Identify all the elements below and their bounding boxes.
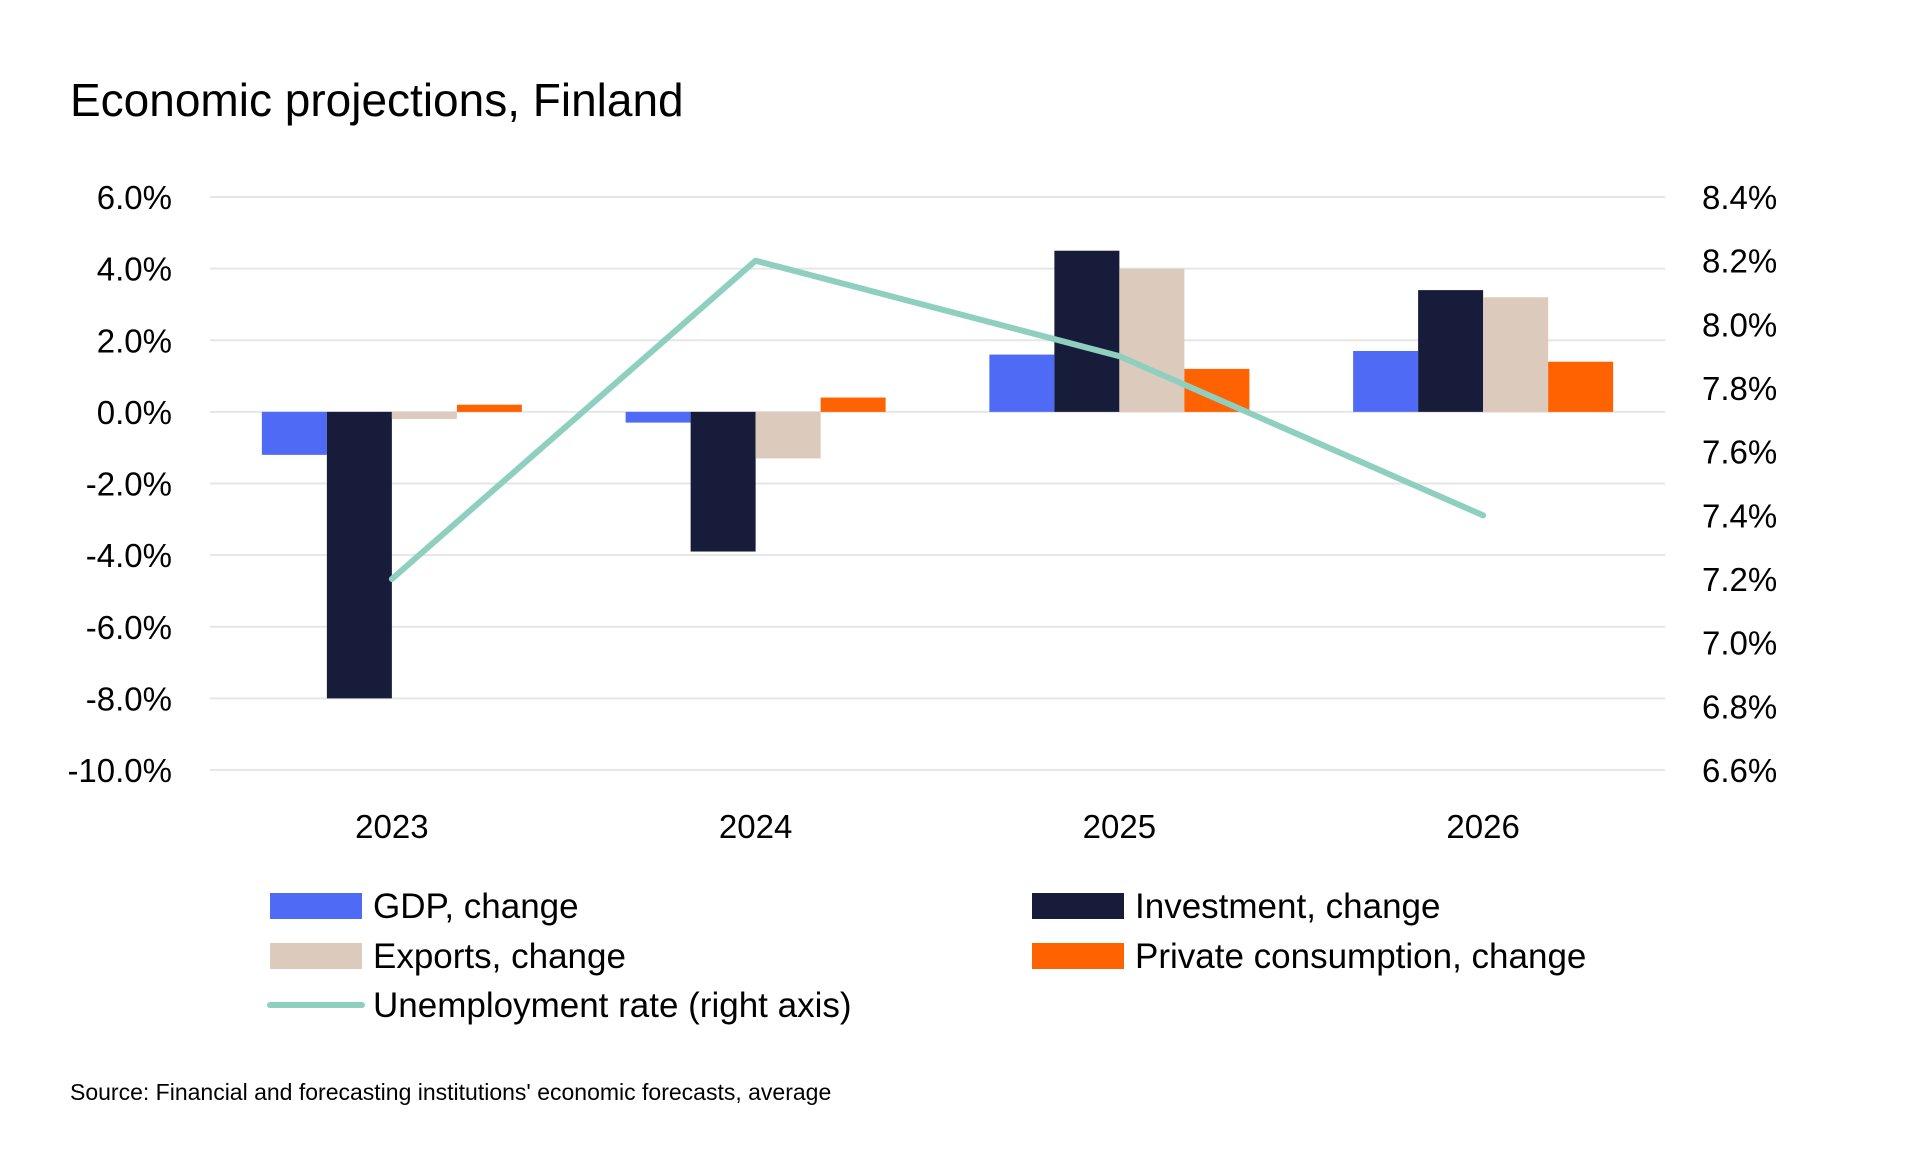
right-axis-tick-label: 6.6% (1702, 752, 1777, 789)
legend-swatch (1032, 943, 1124, 969)
bar-investment-change-2024 (690, 411, 756, 552)
right-axis-tick-label: 7.4% (1702, 497, 1777, 534)
legend-swatch (270, 893, 362, 919)
unemployment-rate-line (388, 257, 1487, 582)
legend-label: Investment, change (1135, 887, 1440, 926)
left-axis-tick-label: -2.0% (86, 466, 172, 503)
x-axis-tick-label: 2026 (1446, 808, 1519, 845)
legend-swatch (270, 943, 362, 969)
x-axis-ticks: 2023 2024 2025 2026 (355, 808, 1520, 845)
legend-item-exports-change: Exports, change (270, 937, 626, 976)
left-axis-ticks: 6.0% 4.0% 2.0% 0.0% -2.0% -4.0% -6.0% -8.0% -10.… (67, 179, 172, 789)
bar-private-consumption-change-2024 (820, 397, 886, 412)
right-axis-tick-label: 8.2% (1702, 243, 1777, 280)
bar-exports-change-2024 (755, 411, 821, 459)
bar-gdp-change-2023 (261, 411, 327, 455)
bar-private-consumption-change-2023 (456, 404, 522, 412)
bar-exports-change-2026 (1483, 297, 1549, 412)
legend-label: Exports, change (373, 937, 626, 976)
left-axis-tick-label: -10.0% (67, 752, 172, 789)
right-axis-tick-label: 7.0% (1702, 625, 1777, 662)
x-axis-tick-label: 2023 (355, 808, 428, 845)
right-axis-ticks: 8.4% 8.2% 8.0% 7.8% 7.6% 7.4% 7.2% 7.0% 6.8% 6.6% (1702, 179, 1777, 789)
bar-investment-change-2025 (1054, 250, 1120, 412)
left-axis-tick-label: -6.0% (86, 609, 172, 646)
bars (261, 250, 1614, 699)
right-axis-tick-label: 7.2% (1702, 561, 1777, 598)
legend-label: Private consumption, change (1135, 937, 1586, 976)
left-axis-tick-label: 6.0% (97, 179, 172, 216)
right-axis-tick-label: 8.4% (1702, 179, 1777, 216)
source-note: Source: Financial and forecasting instit… (70, 1079, 831, 1105)
gridlines (210, 196, 1665, 771)
chart-title: Economic projections, Finland (70, 74, 684, 126)
x-axis-tick-label: 2024 (719, 808, 792, 845)
legend-label: GDP, change (373, 887, 579, 926)
unemployment-line-layer (388, 257, 1487, 582)
left-axis-tick-label: 2.0% (97, 322, 172, 359)
legend: GDP, change Investment, change Exports, ch… (267, 887, 1586, 1025)
bar-investment-change-2023 (326, 411, 392, 699)
legend-item-investment-change: Investment, change (1032, 887, 1440, 926)
right-axis-tick-label: 6.8% (1702, 688, 1777, 725)
legend-item-private-consumption-change: Private consumption, change (1032, 937, 1586, 976)
bar-investment-change-2026 (1418, 290, 1484, 412)
right-axis-tick-label: 7.6% (1702, 434, 1777, 471)
legend-item-unemployment-rate-right-axis: Unemployment rate (right axis) (267, 986, 852, 1025)
right-axis-tick-label: 8.0% (1702, 306, 1777, 343)
legend-item-gdp-change: GDP, change (270, 887, 579, 926)
bar-gdp-change-2024 (625, 411, 691, 423)
bar-exports-change-2023 (391, 411, 457, 420)
bar-gdp-change-2025 (989, 354, 1055, 412)
bar-gdp-change-2026 (1353, 350, 1419, 412)
left-axis-tick-label: -4.0% (86, 537, 172, 574)
left-axis-tick-label: 4.0% (97, 251, 172, 288)
legend-label: Unemployment rate (right axis) (373, 986, 852, 1025)
right-axis-tick-label: 7.8% (1702, 370, 1777, 407)
bar-private-consumption-change-2026 (1548, 361, 1614, 412)
x-axis-tick-label: 2025 (1083, 808, 1156, 845)
left-axis-tick-label: -8.0% (86, 680, 172, 717)
left-axis-tick-label: 0.0% (97, 394, 172, 431)
legend-swatch (1032, 893, 1124, 919)
bar-exports-change-2025 (1119, 268, 1185, 412)
